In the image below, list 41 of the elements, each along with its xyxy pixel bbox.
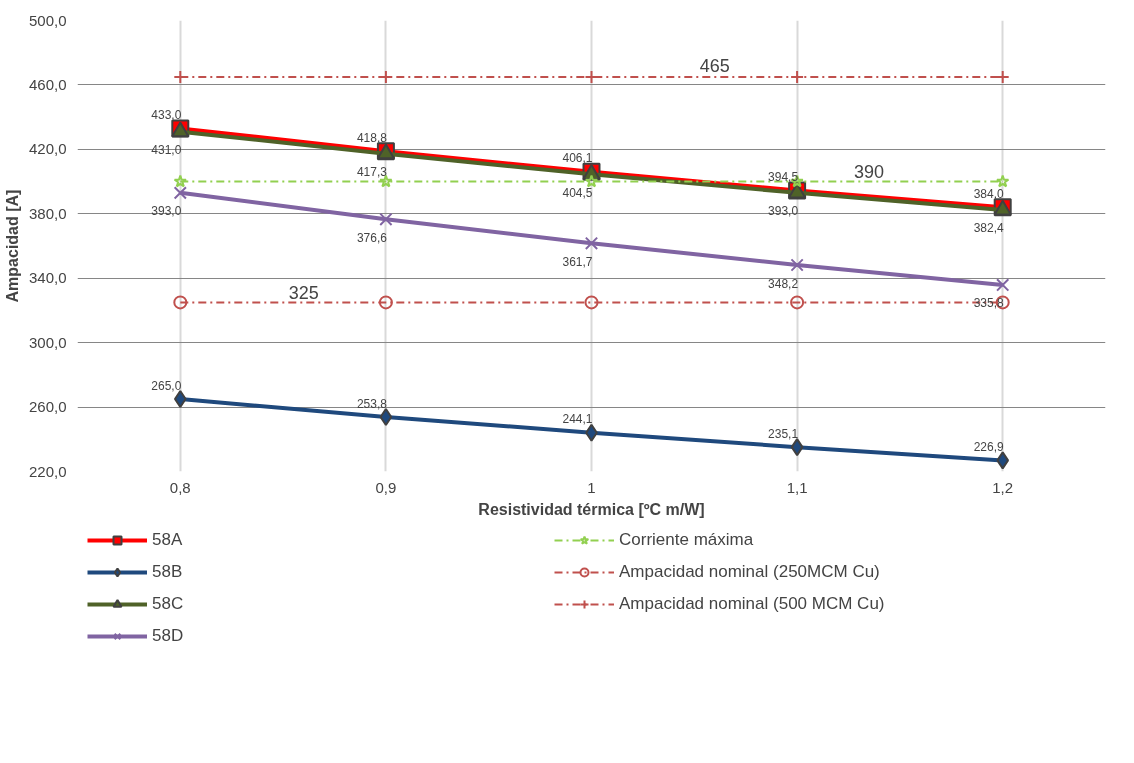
annotation: 390 xyxy=(854,162,885,183)
y-tick-label: 220,0 xyxy=(28,462,67,480)
x-axis-title: Resistividad térmica [ºC m/W] xyxy=(478,500,705,518)
annotation: 325 xyxy=(288,283,319,304)
data-label: 235,1 xyxy=(768,426,799,441)
data-label: 418,8 xyxy=(356,130,388,145)
legend-label: 58C xyxy=(152,594,185,614)
data-label: 384,0 xyxy=(973,186,1005,201)
data-label: 382,4 xyxy=(973,221,1005,236)
legend-label: Ampacidad nominal (500 MCM Cu) xyxy=(619,594,886,614)
y-tick-label: 380,0 xyxy=(28,204,67,222)
y-axis-title: Ampacidad [A] xyxy=(3,189,21,303)
legend-label: 58D xyxy=(152,626,185,646)
y-tick-label: 460,0 xyxy=(28,75,67,93)
x-tick-label: 1,2 xyxy=(992,478,1014,496)
x-tick-label: 1 xyxy=(587,478,596,496)
y-tick-label: 300,0 xyxy=(28,333,67,351)
data-label: 406,1 xyxy=(562,151,593,166)
data-label: 394,5 xyxy=(768,169,799,184)
x-tick-label: 0,8 xyxy=(169,478,191,496)
data-label: 417,3 xyxy=(356,165,388,180)
data-label: 244,1 xyxy=(562,412,593,427)
data-label: 253,8 xyxy=(356,396,388,411)
y-tick-label: 260,0 xyxy=(28,398,67,416)
legend-label: 58B xyxy=(152,562,184,582)
annotation: 465 xyxy=(699,56,730,77)
legend-label: Ampacidad nominal (250MCM Cu) xyxy=(619,562,881,582)
data-label: 404,5 xyxy=(562,185,593,200)
x-tick-label: 1,1 xyxy=(786,478,808,496)
data-label: 433,0 xyxy=(151,107,182,122)
y-tick-label: 340,0 xyxy=(28,269,67,287)
data-label: 226,9 xyxy=(973,439,1005,454)
data-label: 265,0 xyxy=(151,378,182,393)
x-tick-label: 0,9 xyxy=(375,478,397,496)
legend-label: Corriente máxima xyxy=(619,530,755,550)
y-tick-label: 420,0 xyxy=(28,140,67,158)
data-label: 348,2 xyxy=(768,276,799,291)
data-label: 361,7 xyxy=(562,254,593,269)
y-tick-label: 500,0 xyxy=(28,11,67,29)
legend-label: 58A xyxy=(152,530,184,550)
data-label: 376,6 xyxy=(356,230,388,245)
